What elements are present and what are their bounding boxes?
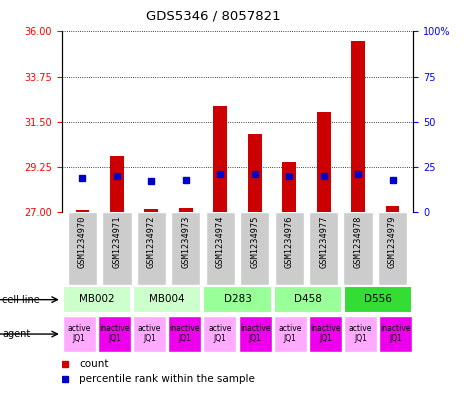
Text: inactive
JQ1: inactive JQ1 — [240, 323, 270, 343]
Text: GSM1234974: GSM1234974 — [216, 216, 225, 268]
Text: inactive
JQ1: inactive JQ1 — [170, 323, 200, 343]
Bar — [68, 212, 97, 285]
Text: GSM1234971: GSM1234971 — [113, 216, 122, 268]
Bar — [98, 316, 131, 352]
Bar — [110, 156, 124, 212]
Text: GSM1234976: GSM1234976 — [285, 216, 294, 268]
Text: GSM1234970: GSM1234970 — [78, 216, 87, 268]
Bar — [206, 212, 235, 285]
Text: MB002: MB002 — [79, 294, 115, 304]
Text: D556: D556 — [364, 294, 392, 304]
Bar — [168, 316, 201, 352]
Text: GDS5346 / 8057821: GDS5346 / 8057821 — [146, 10, 281, 23]
Bar — [144, 209, 158, 212]
Text: D283: D283 — [224, 294, 251, 304]
Bar — [343, 212, 373, 285]
Bar — [309, 212, 338, 285]
Text: MB004: MB004 — [149, 294, 185, 304]
Text: agent: agent — [2, 329, 30, 339]
Text: active
JQ1: active JQ1 — [278, 323, 302, 343]
Bar — [133, 286, 201, 313]
Text: inactive
JQ1: inactive JQ1 — [99, 323, 130, 343]
Bar — [203, 316, 237, 352]
Bar — [275, 212, 304, 285]
Bar — [63, 286, 131, 313]
Text: count: count — [79, 358, 109, 369]
Bar — [344, 286, 412, 313]
Bar — [344, 316, 377, 352]
Bar — [386, 206, 399, 212]
Bar — [317, 112, 331, 212]
Bar — [203, 286, 272, 313]
Text: cell line: cell line — [2, 295, 40, 305]
Text: D458: D458 — [294, 294, 322, 304]
Bar — [309, 316, 342, 352]
Text: active
JQ1: active JQ1 — [138, 323, 162, 343]
Text: GSM1234975: GSM1234975 — [250, 216, 259, 268]
Bar — [379, 316, 412, 352]
Bar — [179, 208, 193, 212]
Bar — [133, 316, 166, 352]
Bar — [137, 212, 166, 285]
Text: GSM1234977: GSM1234977 — [319, 216, 328, 268]
Bar — [248, 134, 262, 212]
Bar — [240, 212, 269, 285]
Text: inactive
JQ1: inactive JQ1 — [310, 323, 341, 343]
Bar — [238, 316, 272, 352]
Bar — [274, 316, 307, 352]
Bar — [274, 286, 342, 313]
Text: active
JQ1: active JQ1 — [349, 323, 372, 343]
Text: inactive
JQ1: inactive JQ1 — [380, 323, 411, 343]
Bar — [171, 212, 200, 285]
Bar — [378, 212, 407, 285]
Bar — [63, 316, 96, 352]
Text: active
JQ1: active JQ1 — [67, 323, 91, 343]
Bar — [76, 210, 89, 212]
Text: active
JQ1: active JQ1 — [208, 323, 232, 343]
Text: GSM1234978: GSM1234978 — [353, 216, 362, 268]
Bar — [282, 162, 296, 212]
Text: percentile rank within the sample: percentile rank within the sample — [79, 374, 255, 384]
Text: GSM1234979: GSM1234979 — [388, 216, 397, 268]
Text: GSM1234973: GSM1234973 — [181, 216, 190, 268]
Text: GSM1234972: GSM1234972 — [147, 216, 156, 268]
Bar — [102, 212, 132, 285]
Bar — [351, 42, 365, 212]
Bar — [213, 106, 227, 212]
